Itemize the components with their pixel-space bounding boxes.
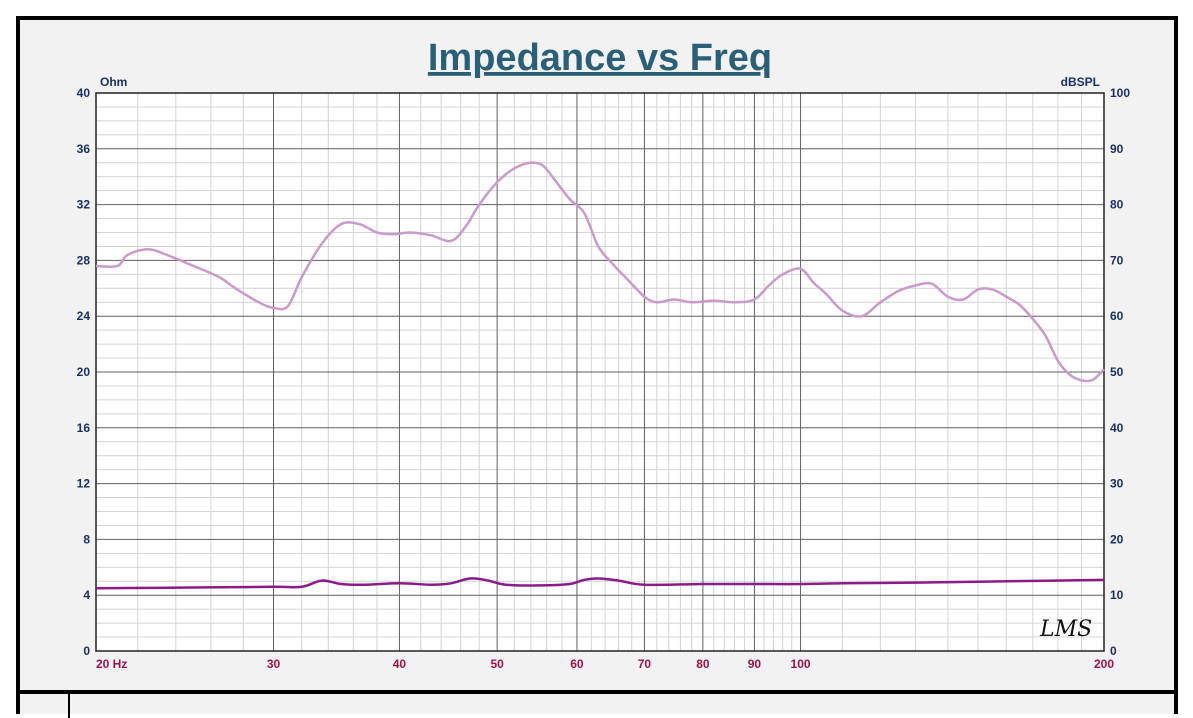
minor-grid bbox=[96, 93, 1104, 651]
left-axis-unit: Ohm bbox=[100, 75, 127, 89]
right-axis-tick-label: 80 bbox=[1110, 198, 1124, 212]
x-axis-tick-label: 40 bbox=[393, 657, 407, 671]
right-axis-ticks: 0 10 20 30 40 50 60 70 80 90 100 bbox=[1110, 86, 1130, 658]
x-axis-tick-label: 30 bbox=[267, 657, 281, 671]
x-axis-tick-label: 50 bbox=[490, 657, 504, 671]
x-axis-tick-label: 200 bbox=[1094, 657, 1114, 671]
series-layer bbox=[95, 161, 1105, 590]
x-axis-tick-label: 80 bbox=[696, 657, 710, 671]
left-axis-tick-label: 8 bbox=[83, 532, 90, 546]
left-axis-tick-label: 4 bbox=[83, 588, 90, 602]
right-axis-tick-label: 10 bbox=[1110, 588, 1124, 602]
lms-logo: LMS bbox=[1039, 617, 1092, 642]
impedance-curve bbox=[95, 577, 1105, 590]
left-axis-tick-label: 20 bbox=[77, 365, 91, 379]
impedance-chart: 0 4 8 12 16 20 24 28 32 36 40 0 10 20 30 40 50 60 70 80 90 1… bbox=[77, 37, 1131, 671]
left-axis-tick-label: 16 bbox=[77, 421, 91, 435]
left-axis-tick-label: 28 bbox=[77, 253, 91, 267]
left-axis-tick-label: 40 bbox=[77, 86, 91, 100]
x-axis-tick-label: 20 Hz bbox=[96, 657, 127, 671]
bottom-panel bbox=[16, 690, 1178, 718]
x-axis-tick-label: 60 bbox=[570, 657, 584, 671]
spl-curve bbox=[95, 161, 1105, 383]
right-axis-tick-label: 70 bbox=[1110, 253, 1124, 267]
left-axis-tick-label: 0 bbox=[83, 644, 90, 658]
right-axis-tick-label: 30 bbox=[1110, 477, 1124, 491]
left-axis-tick-label: 12 bbox=[77, 477, 91, 491]
right-axis-unit: dBSPL bbox=[1061, 75, 1100, 89]
bottom-panel-divider bbox=[68, 694, 70, 718]
chart-frame: 0 4 8 12 16 20 24 28 32 36 40 0 10 20 30 40 50 60 70 80 90 1… bbox=[16, 16, 1178, 706]
left-axis-ticks: 0 4 8 12 16 20 24 28 32 36 40 bbox=[77, 86, 91, 658]
plot-area-border bbox=[95, 92, 1105, 652]
x-axis-tick-label: 100 bbox=[791, 657, 811, 671]
left-axis-tick-label: 36 bbox=[77, 142, 91, 156]
left-axis-tick-label: 24 bbox=[77, 309, 91, 323]
right-axis-tick-label: 60 bbox=[1110, 309, 1124, 323]
right-axis-tick-label: 90 bbox=[1110, 142, 1124, 156]
right-axis-tick-label: 40 bbox=[1110, 421, 1124, 435]
left-axis-tick-label: 32 bbox=[77, 198, 91, 212]
right-axis-tick-label: 20 bbox=[1110, 532, 1124, 546]
x-axis-tick-label: 90 bbox=[748, 657, 762, 671]
right-axis-tick-label: 0 bbox=[1110, 644, 1117, 658]
x-axis-tick-label: 70 bbox=[638, 657, 652, 671]
right-axis-tick-label: 50 bbox=[1110, 365, 1124, 379]
right-axis-tick-label: 100 bbox=[1110, 86, 1130, 100]
x-axis-ticks: 20 Hz 30 40 50 60 70 80 90 100 200 bbox=[96, 657, 1114, 671]
chart-title: Impedance vs Freq bbox=[428, 37, 772, 79]
